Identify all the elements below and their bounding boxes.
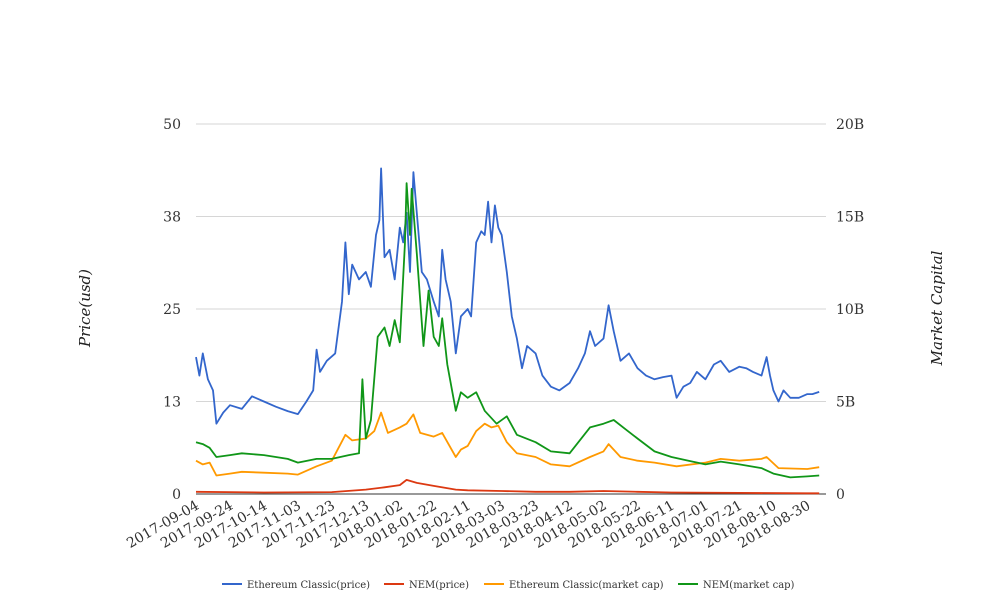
legend-label: NEM(price) (409, 580, 469, 591)
legend-label: NEM(market cap) (703, 580, 795, 591)
legend-label: Ethereum Classic(price) (247, 580, 370, 591)
legend: Ethereum Classic(price) NEM(price) Ethereu… (222, 580, 795, 591)
right-tick-label: 5B (836, 395, 855, 411)
right-y-axis: 0 5B 10B 15B 20B (836, 117, 864, 503)
left-tick-label: 25 (163, 302, 181, 318)
left-tick-label: 0 (172, 487, 181, 503)
left-tick-label: 50 (163, 117, 181, 133)
series-lines (195, 167, 820, 495)
left-tick-label: 38 (163, 210, 181, 226)
series-line-ethereum-classic-market-cap (195, 411, 820, 477)
series-line-ethereum-classic-price (195, 167, 820, 425)
left-y-axis: 0 13 25 38 50 (163, 117, 181, 503)
legend-label: Ethereum Classic(market cap) (509, 580, 664, 591)
right-tick-label: 20B (836, 117, 864, 133)
right-tick-label: 15B (836, 210, 864, 226)
left-axis-title: Price(usd) (76, 269, 94, 348)
right-tick-label: 10B (836, 302, 864, 318)
left-tick-label: 13 (163, 395, 181, 411)
right-tick-label: 0 (836, 487, 845, 503)
x-axis: 2017-09-042017-09-242017-10-142017-11-03… (124, 498, 813, 552)
series-line-nem-price (195, 478, 820, 495)
series-line-nem-market-cap (195, 182, 820, 479)
right-axis-title: Market Capital (928, 250, 946, 366)
